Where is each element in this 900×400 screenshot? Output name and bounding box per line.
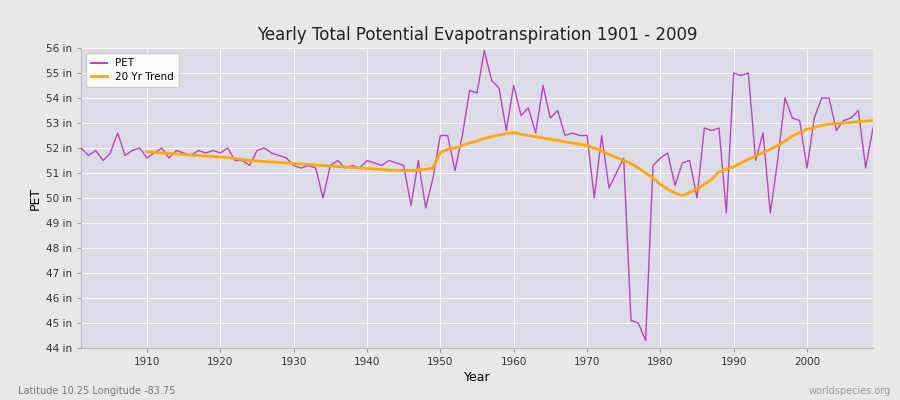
Text: Latitude 10.25 Longitude -83.75: Latitude 10.25 Longitude -83.75 bbox=[18, 386, 176, 396]
X-axis label: Year: Year bbox=[464, 371, 490, 384]
Title: Yearly Total Potential Evapotranspiration 1901 - 2009: Yearly Total Potential Evapotranspiratio… bbox=[256, 26, 698, 44]
Y-axis label: PET: PET bbox=[29, 186, 41, 210]
Legend: PET, 20 Yr Trend: PET, 20 Yr Trend bbox=[86, 53, 179, 87]
Text: worldspecies.org: worldspecies.org bbox=[809, 386, 891, 396]
